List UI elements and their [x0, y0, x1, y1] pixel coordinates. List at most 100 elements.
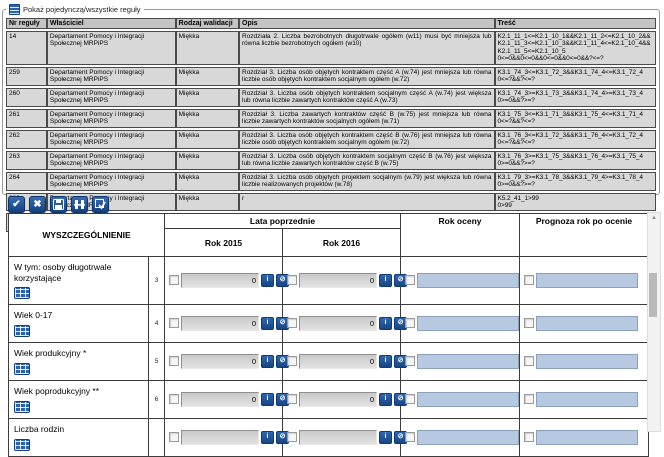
value-checkbox[interactable]: [405, 356, 415, 367]
value-checkbox[interactable]: [287, 432, 297, 443]
cell-prognoza: [519, 379, 649, 419]
forecast-input[interactable]: [536, 391, 638, 407]
rule-row[interactable]: 259 Departament Pomocy i Integracji Społ…: [6, 66, 656, 86]
row-rules-icon[interactable]: [14, 438, 30, 451]
info-icon[interactable]: i: [379, 273, 392, 287]
value-checkbox[interactable]: [169, 275, 179, 286]
rule-row[interactable]: 14 Departament Pomocy i Integracji Społe…: [6, 31, 656, 65]
value-checkbox[interactable]: [405, 432, 415, 443]
rule-row[interactable]: 261 Departament Pomocy i Integracji Społ…: [6, 108, 656, 128]
form-row: Liczba rodzin i ⊘ i ⊘: [8, 417, 649, 457]
rule-description: Rozdział 3. Liczba osób objętych kontrak…: [239, 129, 495, 149]
save-button[interactable]: [50, 196, 67, 213]
form-row: Wiek 0-17 4 0 i ⊘ 0 i ⊘: [8, 303, 649, 343]
confirm-button[interactable]: ✔: [8, 196, 25, 213]
row-label-cell: W tym: osoby długotrwale korzystające: [8, 256, 149, 305]
col-rok-2015: Rok 2015: [164, 228, 283, 257]
value-checkbox[interactable]: [287, 318, 297, 329]
info-icon[interactable]: i: [261, 430, 274, 444]
info-icon[interactable]: i: [379, 354, 392, 368]
cell-rok-oceny: [400, 256, 520, 305]
info-icon[interactable]: i: [379, 392, 392, 406]
value-input[interactable]: 0: [181, 272, 259, 288]
rule-row[interactable]: 262 Departament Pomocy i Integracji Społ…: [6, 129, 656, 149]
forecast-input[interactable]: [536, 429, 638, 445]
col-rok-2016: Rok 2016: [282, 228, 401, 257]
value-checkbox[interactable]: [405, 275, 415, 286]
value-checkbox[interactable]: [405, 394, 415, 405]
rule-row[interactable]: 264 Departament Pomocy i Integracji Społ…: [6, 171, 656, 191]
value-checkbox[interactable]: [524, 394, 534, 405]
show-rules-toggle-icon[interactable]: [9, 4, 20, 15]
value-checkbox[interactable]: [287, 356, 297, 367]
rule-nr: 261: [6, 108, 47, 128]
row-rules-icon[interactable]: [14, 362, 30, 375]
value-checkbox[interactable]: [169, 318, 179, 329]
value-input[interactable]: 0: [181, 353, 259, 369]
rule-row[interactable]: 263 Departament Pomocy i Integracji Społ…: [6, 150, 656, 170]
value-checkbox[interactable]: [287, 394, 297, 405]
scroll-up-icon[interactable]: ▲: [651, 215, 657, 221]
value-checkbox[interactable]: [524, 356, 534, 367]
row-label-cell: Wiek produkcyjny *: [8, 341, 149, 381]
rule-validation: Miękka: [175, 192, 239, 212]
value-checkbox[interactable]: [405, 318, 415, 329]
save-all-button[interactable]: [71, 196, 88, 213]
value-checkbox[interactable]: [524, 318, 534, 329]
col-tresc: Treść: [494, 18, 656, 29]
value-input[interactable]: [299, 429, 377, 445]
info-icon[interactable]: i: [261, 354, 274, 368]
forecast-input[interactable]: [536, 353, 638, 369]
assessment-input[interactable]: [417, 272, 519, 288]
value-input[interactable]: 0: [181, 391, 259, 407]
rule-row[interactable]: 260 Departament Pomocy i Integracji Społ…: [6, 87, 656, 107]
rule-description: Rozdziała 2. Liczba bezrobotnych długotr…: [239, 31, 495, 65]
value-checkbox[interactable]: [169, 432, 179, 443]
row-number: 5: [148, 341, 165, 381]
scrollbar-thumb[interactable]: [649, 273, 657, 317]
value-checkbox[interactable]: [287, 275, 297, 286]
rule-owner: Departament Pomocy i Integracji Społeczn…: [46, 66, 176, 86]
assessment-input[interactable]: [417, 315, 519, 331]
value-input[interactable]: [181, 429, 259, 445]
assessment-input[interactable]: [417, 353, 519, 369]
forecast-input[interactable]: [536, 272, 638, 288]
value-checkbox[interactable]: [169, 394, 179, 405]
value-input[interactable]: 0: [299, 353, 377, 369]
value-checkbox[interactable]: [524, 275, 534, 286]
rule-nr: 262: [6, 129, 47, 149]
save-icon: [53, 199, 64, 210]
verify-rules-button[interactable]: [92, 196, 109, 213]
info-icon[interactable]: i: [261, 316, 274, 330]
cell-prognoza: [519, 417, 649, 457]
cancel-button[interactable]: ✖: [29, 196, 46, 213]
vertical-scrollbar[interactable]: ▲: [647, 212, 661, 432]
forecast-input[interactable]: [536, 315, 638, 331]
rule-owner: Departament Pomocy i Integracji Społeczn…: [46, 129, 176, 149]
value-input[interactable]: 0: [299, 315, 377, 331]
close-icon: ✖: [33, 199, 42, 210]
info-icon[interactable]: i: [261, 273, 274, 287]
row-rules-icon[interactable]: [14, 324, 30, 337]
row-number: 3: [148, 256, 165, 305]
info-icon[interactable]: i: [379, 316, 392, 330]
rule-owner: Departament Pomocy i Integracji Społeczn…: [46, 87, 176, 107]
info-icon[interactable]: i: [379, 430, 392, 444]
row-rules-icon[interactable]: [14, 400, 30, 413]
form-table: WYSZCZEGÓLNIENIE Lata poprzednie Rok oce…: [8, 213, 649, 457]
rule-validation: Miękka: [175, 31, 239, 65]
rule-nr: 264: [6, 171, 47, 191]
info-icon[interactable]: i: [261, 392, 274, 406]
value-input[interactable]: 0: [299, 272, 377, 288]
col-opis: Opis: [239, 18, 495, 29]
value-checkbox[interactable]: [169, 356, 179, 367]
rule-validation: Miękka: [175, 129, 239, 149]
col-group-lata-poprzednie: Lata poprzednie: [164, 213, 401, 229]
value-input[interactable]: 0: [299, 391, 377, 407]
rule-nr: 260: [6, 87, 47, 107]
value-checkbox[interactable]: [524, 432, 534, 443]
assessment-input[interactable]: [417, 391, 519, 407]
assessment-input[interactable]: [417, 429, 519, 445]
row-rules-icon[interactable]: [14, 287, 30, 300]
value-input[interactable]: 0: [181, 315, 259, 331]
